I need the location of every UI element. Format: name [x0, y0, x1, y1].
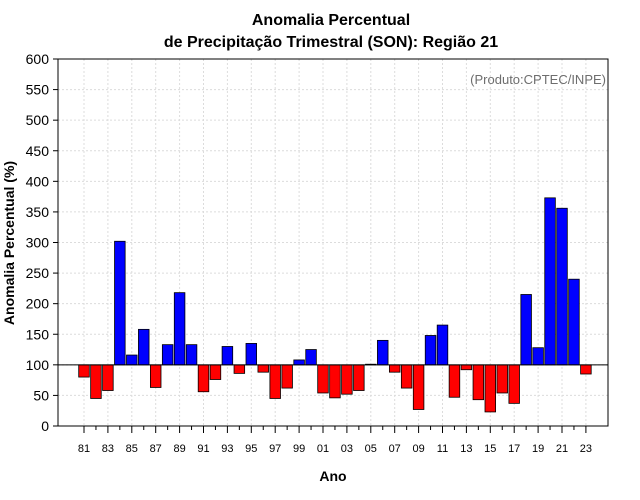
bar-07 [388, 364, 401, 373]
bar-95 [245, 343, 258, 366]
x-tick-label-83: 83 [102, 443, 114, 455]
bar-01 [317, 364, 329, 394]
x-tick-label-17: 17 [508, 443, 520, 455]
bar-12 [448, 364, 461, 398]
bar-14 [472, 364, 485, 401]
bar-90 [185, 344, 198, 366]
y-tick-label-200: 200 [26, 296, 50, 312]
bar-15 [484, 364, 497, 413]
x-tick-label-93: 93 [221, 443, 233, 455]
y-tick-label-150: 150 [26, 326, 50, 342]
bar-85 [126, 354, 138, 366]
x-tick-label-01: 01 [317, 443, 329, 455]
y-tick-label-600: 600 [26, 51, 50, 67]
bar-83 [102, 364, 114, 391]
x-tick-label-03: 03 [341, 443, 353, 455]
y-tick-label-550: 550 [26, 82, 50, 98]
x-tick-label-89: 89 [173, 443, 185, 455]
bar-86 [138, 328, 150, 366]
bar-09 [412, 364, 425, 410]
bar-03 [341, 364, 353, 395]
x-tick-label-15: 15 [484, 443, 496, 455]
bar-94 [233, 364, 246, 374]
bar-17 [508, 364, 520, 404]
x-tick-label-97: 97 [269, 443, 281, 455]
bar-89 [173, 292, 186, 366]
bar-81 [78, 364, 90, 378]
x-tick-label-07: 07 [389, 443, 401, 455]
bar-06 [377, 339, 389, 366]
bar-96 [257, 364, 269, 373]
x-tick-label-85: 85 [126, 443, 138, 455]
x-tick-label-11: 11 [437, 443, 448, 455]
x-tick-label-99: 99 [293, 443, 305, 455]
bar-11 [436, 324, 449, 366]
x-tick-label-13: 13 [460, 443, 472, 455]
y-tick-label-100: 100 [26, 357, 50, 373]
x-axis-title: Ano [319, 468, 346, 484]
bar-08 [400, 364, 413, 389]
chart-title-line1: Anomalia Percentual [252, 12, 410, 29]
x-tick-label-91: 91 [197, 443, 209, 455]
y-tick-label-400: 400 [26, 173, 50, 189]
y-tick-label-500: 500 [26, 112, 50, 128]
bar-88 [161, 344, 174, 366]
bar-98 [281, 364, 293, 389]
bar-99 [293, 359, 305, 366]
bar-18 [520, 294, 532, 366]
x-tick-label-19: 19 [532, 443, 544, 455]
bar-93 [221, 346, 234, 366]
bar-92 [209, 364, 222, 380]
x-tick-label-05: 05 [365, 443, 377, 455]
chart-title-line2: de Precipitação Trimestral (SON): Região… [164, 34, 498, 51]
x-tick-label-21: 21 [556, 443, 568, 455]
bar-23 [580, 364, 592, 375]
x-tick-label-23: 23 [580, 443, 592, 455]
bar-97 [269, 364, 281, 399]
bar-00 [305, 349, 317, 366]
y-tick-label-450: 450 [26, 143, 50, 159]
y-tick-label-250: 250 [26, 265, 50, 281]
bar-10 [424, 335, 437, 366]
bar-87 [149, 364, 162, 388]
y-tick-label-50: 50 [33, 387, 49, 403]
bar-82 [90, 364, 102, 399]
bar-19 [532, 347, 544, 366]
x-tick-label-95: 95 [245, 443, 257, 455]
bar-20 [544, 197, 556, 366]
bar-21 [556, 207, 568, 366]
x-tick-label-81: 81 [78, 443, 90, 455]
bar-04 [353, 364, 365, 391]
bar-84 [114, 240, 126, 366]
bar-16 [496, 364, 508, 394]
bar-22 [568, 278, 580, 366]
x-tick-label-87: 87 [150, 443, 162, 455]
y-tick-label-300: 300 [26, 235, 50, 251]
y-tick-label-350: 350 [26, 204, 50, 220]
y-axis-title: Anomalia Percentual (%) [1, 161, 17, 325]
bar-91 [197, 364, 210, 393]
x-tick-label-09: 09 [412, 443, 424, 455]
y-tick-label-0: 0 [41, 418, 49, 434]
bar-02 [329, 364, 341, 399]
bar-13 [460, 364, 473, 371]
credit-text: (Produto:CPTEC/INPE) [470, 72, 606, 87]
